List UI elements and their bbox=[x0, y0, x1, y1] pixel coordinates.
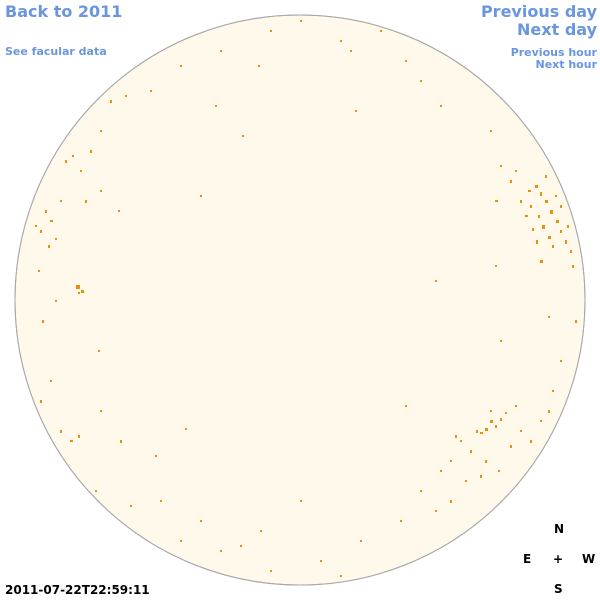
compass-north: N bbox=[554, 522, 565, 536]
compass-west: W bbox=[582, 552, 596, 566]
previous-day-link[interactable]: Previous day bbox=[480, 2, 597, 21]
compass-east: E bbox=[523, 552, 532, 566]
next-day-link[interactable]: Next day bbox=[517, 20, 597, 39]
back-link[interactable]: Back to 2011 bbox=[5, 2, 123, 21]
next-hour-link[interactable]: Next hour bbox=[535, 58, 598, 71]
previous-hour-link[interactable]: Previous hour bbox=[510, 46, 597, 59]
compass-south: S bbox=[554, 582, 563, 596]
solar-disk bbox=[14, 14, 586, 586]
limb bbox=[14, 14, 586, 586]
compass-center: + bbox=[553, 552, 564, 566]
facular-link[interactable]: See facular data bbox=[5, 45, 107, 58]
timestamp: 2011-07-22T22:59:11 bbox=[5, 583, 150, 597]
